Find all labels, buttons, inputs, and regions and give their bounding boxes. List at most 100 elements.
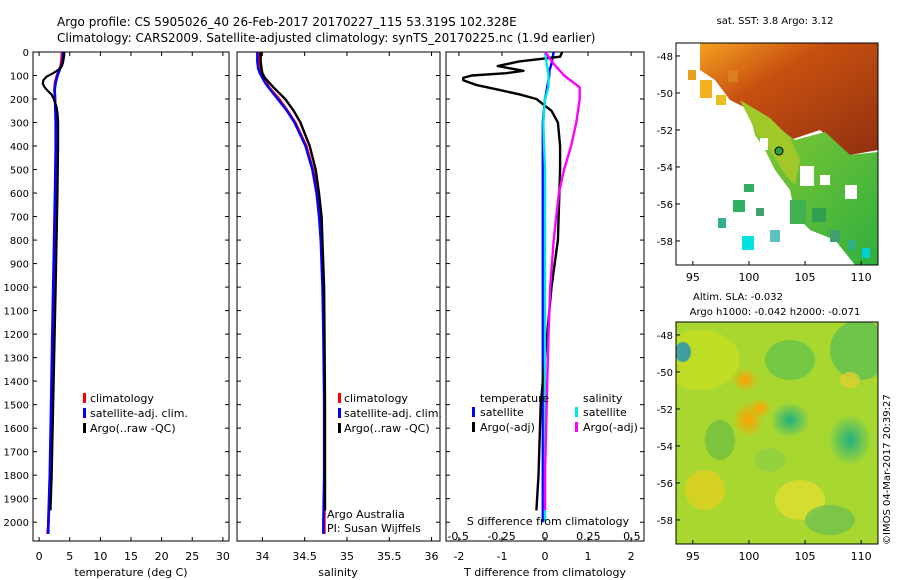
x-tick-label: 0 <box>36 550 43 563</box>
x-top-tick-label: 0 <box>542 530 549 543</box>
x-tick-label: -1 <box>496 550 507 563</box>
x-tick-label: 30 <box>216 550 230 563</box>
sla-map-axes: 95 100 105 110 -48 -50 -52 -54 -56 -58 <box>657 331 872 563</box>
x-tick-label: 20 <box>155 550 169 563</box>
depth-tick-label: 1500 <box>4 401 29 412</box>
depth-tick-label: 600 <box>10 189 29 200</box>
x-tick-label: 35.5 <box>377 550 402 563</box>
sla-map <box>675 321 879 545</box>
sst-transition <box>740 100 800 185</box>
sla-map-subtitle: Argo h1000: -0.042 h2000: -0.071 <box>690 307 861 318</box>
series-line <box>257 52 326 534</box>
depth-tick-label: 1900 <box>4 495 29 506</box>
x-tick-label: 1 <box>585 550 592 563</box>
legend-label-satellite: satellite-adj. clim. <box>344 407 442 420</box>
map-y-tick-label: -56 <box>657 200 673 211</box>
map-y-tick-label: -50 <box>657 89 673 100</box>
x-top-tick-label: -0.5 <box>447 530 468 543</box>
depth-tick-label: 900 <box>10 260 29 271</box>
legend-swatch-argo <box>338 423 341 433</box>
pi-annotation: PI: Susan Wijffels <box>327 522 421 535</box>
depth-tick-label: 700 <box>10 213 29 224</box>
x-tick-label: 34.5 <box>292 550 317 563</box>
x-top-tick-label: 0.5 <box>623 530 641 543</box>
map-y-tick-label: -48 <box>657 52 673 63</box>
x-tick-label: 25 <box>185 550 199 563</box>
map-y-tick-label: -50 <box>657 368 673 379</box>
map-x-tick-label: 110 <box>851 271 872 284</box>
salinity-legend: climatology satellite-adj. clim. Argo(..… <box>327 392 442 535</box>
map-y-tick-label: -52 <box>657 405 673 416</box>
map-y-tick-label: -54 <box>657 163 673 174</box>
legend-swatch-satellite <box>338 408 341 418</box>
header-line-2: Climatology: CARS2009. Satellite-adjuste… <box>57 31 595 45</box>
series-line <box>542 51 550 523</box>
difference-plot: -2 -1 0 1 2 -0.5 -0.25 0 0.25 0.5 <box>446 51 644 563</box>
temperature-panel <box>32 51 230 542</box>
series-line <box>41 52 66 511</box>
legend-label-sal-argo: Argo(-adj) <box>583 421 638 434</box>
map-y-tick-label: -52 <box>657 126 673 137</box>
x-tick-label: 35 <box>340 550 354 563</box>
depth-tick-label: 1700 <box>4 448 29 459</box>
header-line-1: Argo profile: CS 5905026_40 26-Feb-2017 … <box>57 15 517 29</box>
legend-label-argo: Argo(..raw -QC) <box>344 422 430 435</box>
legend-label-climatology: climatology <box>344 392 408 405</box>
salinity-panel <box>236 51 441 542</box>
sst-map-title: sat. SST: 3.8 Argo: 3.12 <box>716 16 833 27</box>
depth-tick-label: 1200 <box>4 330 29 341</box>
map-x-tick-label: 110 <box>851 550 872 563</box>
temperature-xlabel: temperature (deg C) <box>74 566 187 579</box>
map-x-tick-label: 105 <box>795 271 816 284</box>
depth-tick-label: 800 <box>10 236 29 247</box>
map-y-tick-label: -58 <box>657 516 673 527</box>
difference-legend: temperature satellite Argo(-adj) salinit… <box>467 392 638 528</box>
series-line <box>256 52 326 534</box>
x-top-tick-label: 0.25 <box>576 530 601 543</box>
salinity-plot: 34 34.5 35 35.5 36 <box>237 51 440 563</box>
sst-warm-region <box>700 43 878 155</box>
depth-tick-label: 1400 <box>4 377 29 388</box>
series-line <box>462 51 564 511</box>
legend-swatch-satellite <box>83 408 86 418</box>
argo-australia-annotation: Argo Australia <box>327 508 405 521</box>
x-tick-label: 15 <box>124 550 138 563</box>
legend-label-climatology: climatology <box>90 392 154 405</box>
x-top-tick-label: -0.25 <box>487 530 515 543</box>
temperature-legend: climatology satellite-adj. clim. Argo(..… <box>83 392 188 435</box>
legend-label-argo: Argo(..raw -QC) <box>90 422 176 435</box>
depth-tick-label: 300 <box>10 119 29 130</box>
map-y-tick-label: -58 <box>657 237 673 248</box>
x-tick-label: 10 <box>93 550 107 563</box>
legend-label-satellite: satellite-adj. clim. <box>90 407 188 420</box>
temperature-plot: 0 5 10 15 20 25 30 <box>33 51 230 563</box>
legend-label-temp-argo: Argo(-adj) <box>480 421 535 434</box>
sla-map-title: Altim. SLA: -0.032 <box>693 292 783 303</box>
depth-tick-label: 1600 <box>4 424 29 435</box>
map-x-tick-label: 100 <box>738 271 759 284</box>
sst-map-axes: 95 100 105 110 -48 -50 -52 -54 -56 -58 <box>657 52 872 284</box>
x-tick-label: 34 <box>255 550 269 563</box>
map-y-tick-label: -56 <box>657 479 673 490</box>
map-x-tick-label: 95 <box>686 550 700 563</box>
depth-tick-label: 100 <box>10 72 29 83</box>
depth-tick-label: 1000 <box>4 283 29 294</box>
legend-swatch-sal-argo <box>575 422 578 432</box>
x-tick-label: 36 <box>425 550 439 563</box>
legend-heading-temperature: temperature <box>480 392 549 405</box>
map-y-tick-label: -48 <box>657 331 673 342</box>
x-tick-label: 5 <box>66 550 73 563</box>
depth-axis: 0 100 200 300 400 500 600 700 800 900 1000 1100 1200… <box>4 48 29 529</box>
salinity-xlabel: salinity <box>318 566 358 579</box>
legend-swatch-argo <box>83 423 86 433</box>
map-x-tick-label: 100 <box>738 550 759 563</box>
x-tick-label: 2 <box>628 550 635 563</box>
map-y-tick-label: -54 <box>657 442 673 453</box>
depth-tick-label: 200 <box>10 95 29 106</box>
legend-swatch-climatology <box>83 393 86 403</box>
difference-xlabel: T difference from climatology <box>463 566 626 579</box>
x-tick-label: -2 <box>453 550 464 563</box>
legend-swatch-sal-satellite <box>575 407 578 417</box>
map-x-tick-label: 95 <box>686 271 700 284</box>
map-x-tick-label: 105 <box>795 550 816 563</box>
